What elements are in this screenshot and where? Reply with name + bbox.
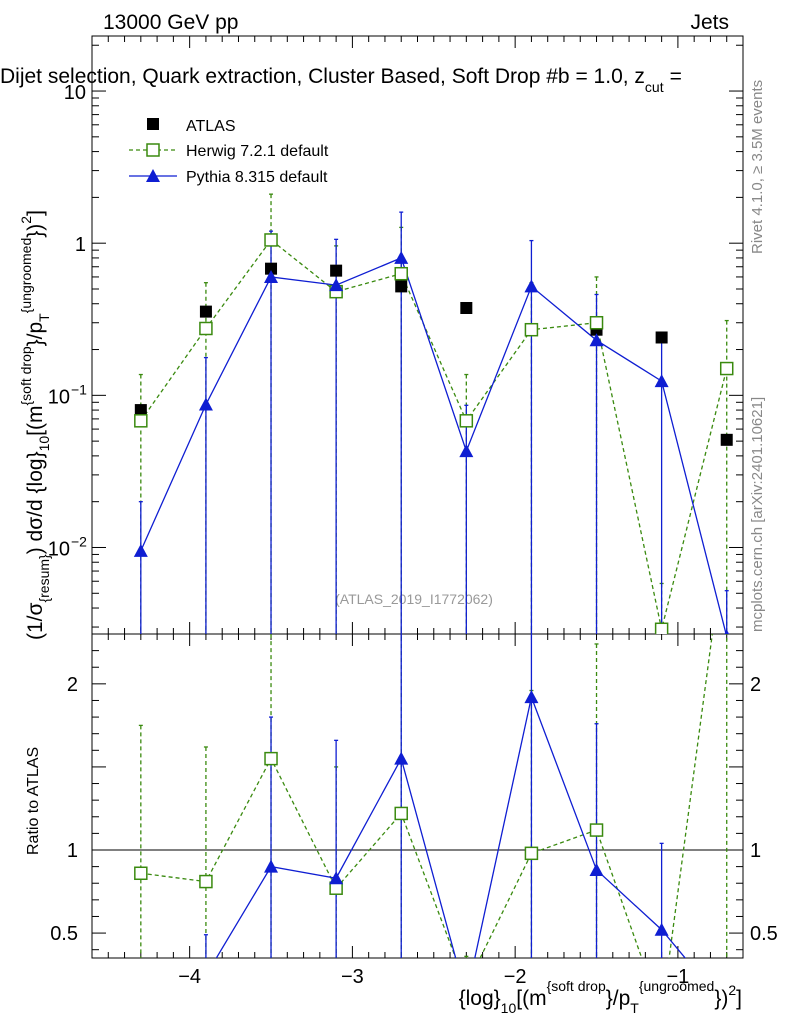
collision-energy-label: 13000 GeV pp [103,11,238,34]
ratio-y-axis-label: Ratio to ATLAS [25,747,42,855]
legend-marker-pythia [146,169,160,182]
atlas-point [720,433,733,446]
pythia-ratio-point [524,690,539,704]
pythia-point [264,269,279,283]
main-panel-data [133,193,734,634]
y-tick-exponent: −2 [71,533,87,549]
pythia-line [140,257,727,634]
herwig-line [140,239,728,630]
y-tick-label: 10 [48,386,70,408]
atlas-point [199,305,212,318]
y-tick-exponent: −1 [71,381,87,397]
herwig-point [719,361,734,376]
herwig-point [394,266,408,281]
ratio-y-tick-label-right: 1 [750,840,761,862]
herwig-point [459,414,474,428]
herwig-ratio-point [134,866,148,881]
herwig-ratio-point [394,806,408,821]
herwig-ratio-point [264,751,278,766]
legend-marker-herwig [146,143,160,157]
rivet-version-text: Rivet 4.1.0, ≥ 3.5M events [749,80,766,254]
pythia-point [459,444,474,458]
pythia-point [724,629,730,634]
atlas-point [134,404,147,417]
mcplots-reference-text: mcplots.cern.ch [arXiv:2401.10621] [749,397,766,632]
ratio-panel-frame [91,633,744,959]
herwig-ratio-point [589,823,604,837]
atlas-point [395,280,408,293]
pythia-ratio-point [134,989,148,1002]
y-tick-label: 10 [48,538,70,560]
x-tick-label: −4 [178,966,201,988]
ratio-y-tick-label: 0.5 [50,923,78,945]
atlas-point [330,264,343,277]
ratio-y-tick-label-right: 0.5 [750,923,778,945]
legend-label-herwig: Herwig 7.2.1 default [186,143,329,160]
legend-marker-atlas [147,118,159,130]
y-tick-label: 1 [75,234,86,256]
pythia-point [394,250,409,264]
pythia-point [589,333,604,347]
x-tick-label: −3 [341,966,364,988]
herwig-point [134,414,148,428]
x-tick-label: −2 [504,966,527,988]
herwig-point [654,622,669,634]
category-label: Jets [690,11,729,34]
ratio-panel-data [134,634,728,1020]
legend-label-pythia: Pythia 8.315 default [186,169,328,186]
plot-title: Dijet selection, Quark extraction, Clust… [0,65,682,95]
pythia-point [198,397,213,411]
pythia-ratio-point [329,871,344,885]
x-axis-label: {log}10[(m{soft drop}/pT{ungroomed})2] [459,978,742,1016]
herwig-ratio-point [199,874,213,889]
atlas-point [655,331,668,344]
ratio-y-tick-label: 1 [67,840,78,862]
x-tick-label: −1 [666,966,689,988]
legend: ATLAS Herwig 7.2.1 default Pythia 8.315 … [129,118,329,186]
pythia-ratio-point [589,862,604,876]
herwig-ratio-line [140,634,713,958]
y-tick-label: 10 [64,82,86,104]
pythia-ratio-point [654,922,669,936]
legend-label-atlas: ATLAS [186,118,236,135]
pythia-point [654,374,669,388]
herwig-point [524,322,539,337]
pythia-ratio-line [215,694,687,958]
atlas-point [460,301,473,314]
analysis-watermark: (ATLAS_2019_I1772062) [335,591,493,607]
pythia-point [524,279,539,293]
pythia-ratio-point [264,859,279,873]
herwig-point [589,315,604,330]
y-axis-label: (1/σ{resum}) dσ/d {log}10[(m{soft drop}/… [18,210,52,640]
atlas-point [265,262,278,275]
ratio-y-tick-label-right: 2 [750,674,761,696]
herwig-ratio-point [524,846,539,861]
pythia-ratio-point [394,751,409,765]
herwig-point [199,321,213,336]
herwig-ratio-point [656,1008,668,1020]
pythia-point [133,543,148,557]
ratio-y-tick-label: 2 [67,674,78,696]
pythia-point [329,278,344,292]
herwig-point [264,233,278,247]
